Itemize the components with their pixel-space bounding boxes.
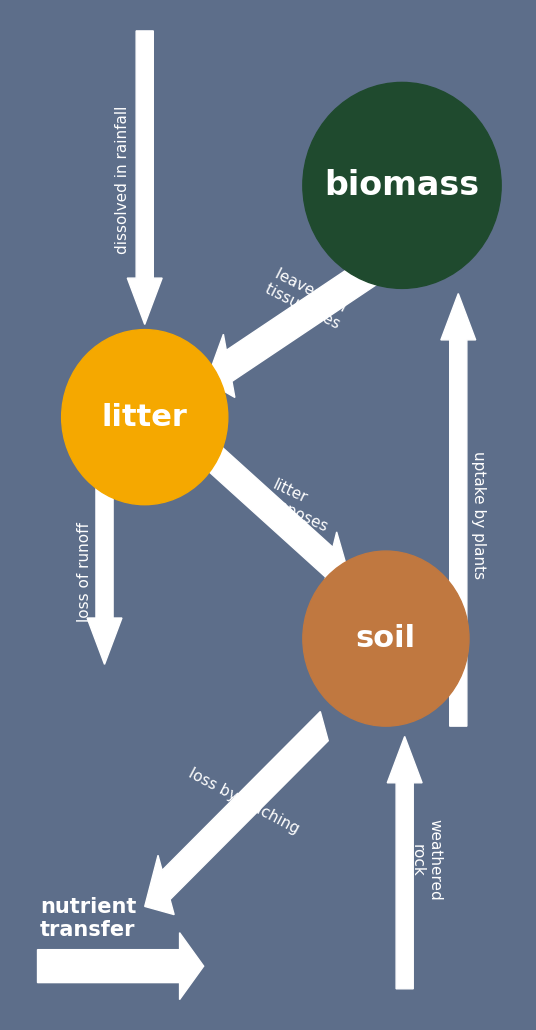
- FancyArrow shape: [206, 247, 386, 398]
- Text: weathered
rock: weathered rock: [410, 819, 442, 901]
- FancyArrow shape: [87, 479, 122, 664]
- Text: leaves fall
tissue dies: leaves fall tissue dies: [263, 266, 351, 332]
- FancyArrow shape: [145, 712, 328, 915]
- FancyArrow shape: [441, 294, 476, 726]
- Ellipse shape: [303, 82, 501, 288]
- Text: biomass: biomass: [324, 169, 480, 202]
- Text: litter
decomposes: litter decomposes: [236, 465, 337, 535]
- FancyArrow shape: [128, 31, 162, 324]
- Text: litter: litter: [102, 403, 188, 432]
- Text: loss by leaching: loss by leaching: [186, 766, 302, 836]
- FancyArrow shape: [387, 736, 422, 989]
- Ellipse shape: [303, 551, 469, 726]
- Text: loss of runoff: loss of runoff: [77, 522, 92, 621]
- FancyArrow shape: [38, 933, 204, 999]
- Text: nutrient
transfer: nutrient transfer: [40, 897, 137, 940]
- Text: soil: soil: [356, 624, 416, 653]
- Text: dissolved in rainfall: dissolved in rainfall: [115, 106, 130, 254]
- Ellipse shape: [62, 330, 228, 505]
- FancyArrow shape: [203, 437, 351, 592]
- Text: uptake by plants: uptake by plants: [471, 451, 486, 579]
